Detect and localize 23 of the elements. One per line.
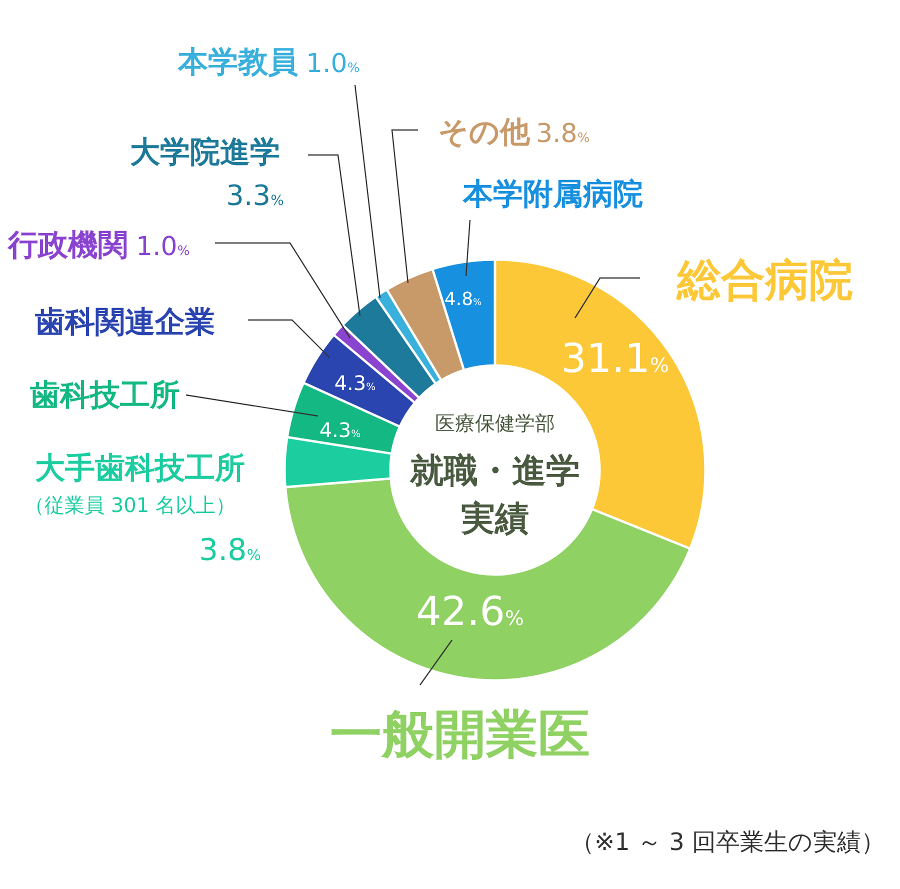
slice-label: 行政機関: [7, 228, 128, 263]
slice-label: 総合病院: [675, 255, 853, 306]
data-label: 1.0%: [306, 49, 360, 79]
slice-label: 大学院進学: [130, 135, 280, 170]
data-label: 31.1%: [560, 336, 670, 382]
data-label: 4.3%: [334, 371, 376, 395]
slice-label: その他: [438, 115, 531, 150]
data-label: 4.3%: [319, 418, 361, 442]
slice-label: 歯科関連企業: [35, 305, 215, 340]
data-label: 3.3%: [226, 179, 284, 212]
slice-label: 本学教員: [177, 45, 298, 80]
text: 医療保健学部: [435, 411, 555, 435]
data-label: 3.8%: [536, 119, 590, 149]
data-label: 1.0%: [136, 232, 190, 262]
text: 就職・進学実績: [409, 451, 580, 539]
slice-label: 一般開業医: [330, 705, 590, 765]
slice-label: 歯科技工所: [30, 378, 180, 413]
data-label: 42.6%: [416, 589, 524, 635]
data-label: 4.8%: [444, 289, 482, 310]
slice-label: 大手歯科技工所（従業員 301 名以上）: [24, 451, 245, 517]
slice-label: 本学附属病院: [462, 177, 643, 212]
data-label: 3.8%: [199, 533, 261, 568]
text: （※1 ～ 3 回卒業生の実績）: [570, 828, 885, 856]
